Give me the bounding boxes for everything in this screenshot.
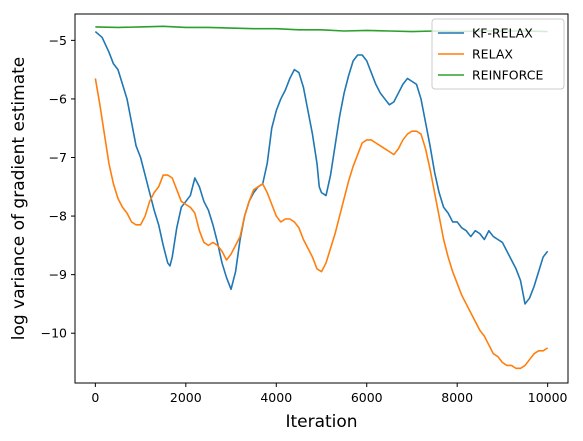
x-tick-label: 6000 <box>351 390 383 405</box>
y-tick-label: −5 <box>49 33 67 48</box>
legend-label: REINFORCE <box>472 68 543 83</box>
axes-frame <box>74 13 569 384</box>
y-tick-label: −8 <box>49 209 67 224</box>
x-axis-label: Iteration <box>285 412 357 432</box>
legend-label: RELAX <box>472 47 513 62</box>
y-tick-label: −7 <box>49 150 67 165</box>
x-tick-label: 10000 <box>528 390 568 405</box>
series-line-relax <box>94 78 549 370</box>
x-tick-label: 2000 <box>170 390 202 405</box>
y-axis-label: log variance of gradient estimate <box>9 57 29 341</box>
legend: KF-RELAX RELAX REINFORCE <box>431 18 565 90</box>
y-tick-label: −9 <box>49 267 67 282</box>
y-tick-label: −6 <box>49 91 67 106</box>
x-axis: 0 2000 4000 6000 8000 10000 <box>91 383 568 405</box>
x-tick-label: 4000 <box>260 390 292 405</box>
legend-label: KF-RELAX <box>472 26 533 41</box>
x-tick-label: 8000 <box>441 390 473 405</box>
plot-area-border <box>74 13 569 384</box>
y-axis: −10 −9 −8 −7 −6 −5 <box>41 33 75 341</box>
y-tick-label: −10 <box>41 326 67 341</box>
legend-box <box>431 18 565 90</box>
x-tick-label: 0 <box>91 390 99 405</box>
series-line-kf-relax <box>94 30 549 305</box>
